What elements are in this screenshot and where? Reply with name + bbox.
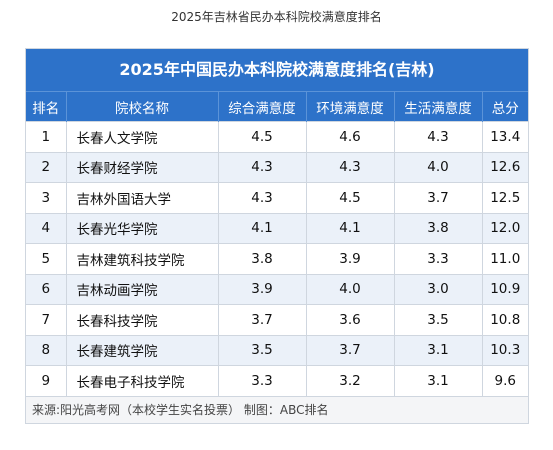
life-cell: 4.0 [393, 151, 482, 183]
total-cell: 11.0 [481, 243, 528, 274]
rank-cell: 2 [26, 151, 66, 183]
header-school-name: 院校名称 [65, 91, 218, 122]
header-total-score: 总分 [481, 91, 528, 122]
table-row: 2 长春财经学院 4.3 4.3 4.0 12.6 [26, 151, 528, 183]
table-row: 5 吉林建筑科技学院 3.8 3.9 3.3 11.0 [26, 243, 528, 274]
overall-cell: 4.1 [217, 212, 306, 244]
environment-cell: 4.6 [305, 121, 394, 152]
rank-cell: 3 [26, 182, 66, 213]
rank-cell: 9 [26, 365, 66, 396]
table-row: 6 吉林动画学院 3.9 4.0 3.0 10.9 [26, 273, 528, 305]
rank-cell: 5 [26, 243, 66, 274]
rank-cell: 8 [26, 334, 66, 366]
environment-cell: 4.3 [305, 151, 394, 183]
rank-cell: 1 [26, 121, 66, 152]
ranking-table-card: 2025年中国民办本科院校满意度排名(吉林) 排名 院校名称 综合满意度 环境满… [25, 48, 529, 424]
total-cell: 9.6 [481, 365, 528, 396]
environment-cell: 3.2 [305, 365, 394, 396]
school-name-cell: 吉林动画学院 [65, 273, 218, 305]
life-cell: 3.0 [393, 273, 482, 305]
life-cell: 3.8 [393, 212, 482, 244]
environment-cell: 3.6 [305, 304, 394, 335]
total-cell: 12.6 [481, 151, 528, 183]
overall-cell: 3.9 [217, 273, 306, 305]
header-row: 排名 院校名称 综合满意度 环境满意度 生活满意度 总分 [26, 91, 528, 122]
ranking-table: 排名 院校名称 综合满意度 环境满意度 生活满意度 总分 1 长春人文学院 4.… [26, 91, 528, 396]
source-note: 来源:阳光高考网（本校学生实名投票） 制图：ABC排名 [26, 395, 528, 423]
total-cell: 13.4 [481, 121, 528, 152]
header-rank: 排名 [26, 91, 66, 122]
overall-cell: 3.7 [217, 304, 306, 335]
overall-cell: 4.3 [217, 151, 306, 183]
header-overall-satisfaction: 综合满意度 [217, 91, 306, 122]
overall-cell: 3.3 [217, 365, 306, 396]
header-environment-satisfaction: 环境满意度 [305, 91, 394, 122]
table-row: 7 长春科技学院 3.7 3.6 3.5 10.8 [26, 304, 528, 335]
life-cell: 3.1 [393, 365, 482, 396]
table-row: 9 长春电子科技学院 3.3 3.2 3.1 9.6 [26, 365, 528, 396]
environment-cell: 3.9 [305, 243, 394, 274]
life-cell: 3.7 [393, 182, 482, 213]
school-name-cell: 长春科技学院 [65, 304, 218, 335]
rank-cell: 6 [26, 273, 66, 305]
overall-cell: 4.3 [217, 182, 306, 213]
environment-cell: 4.0 [305, 273, 394, 305]
overall-cell: 3.5 [217, 334, 306, 366]
table-row: 8 长春建筑学院 3.5 3.7 3.1 10.3 [26, 334, 528, 366]
environment-cell: 3.7 [305, 334, 394, 366]
overall-cell: 4.5 [217, 121, 306, 152]
school-name-cell: 长春财经学院 [65, 151, 218, 183]
life-cell: 3.3 [393, 243, 482, 274]
school-name-cell: 长春建筑学院 [65, 334, 218, 366]
rank-cell: 7 [26, 304, 66, 335]
school-name-cell: 长春光华学院 [65, 212, 218, 244]
total-cell: 12.5 [481, 182, 528, 213]
environment-cell: 4.5 [305, 182, 394, 213]
environment-cell: 4.1 [305, 212, 394, 244]
school-name-cell: 吉林外国语大学 [65, 182, 218, 213]
total-cell: 12.0 [481, 212, 528, 244]
school-name-cell: 长春电子科技学院 [65, 365, 218, 396]
life-cell: 3.5 [393, 304, 482, 335]
total-cell: 10.9 [481, 273, 528, 305]
total-cell: 10.3 [481, 334, 528, 366]
rank-cell: 4 [26, 212, 66, 244]
total-cell: 10.8 [481, 304, 528, 335]
school-name-cell: 吉林建筑科技学院 [65, 243, 218, 274]
overall-cell: 3.8 [217, 243, 306, 274]
table-row: 4 长春光华学院 4.1 4.1 3.8 12.0 [26, 212, 528, 244]
table-title: 2025年中国民办本科院校满意度排名(吉林) [26, 49, 528, 91]
life-cell: 4.3 [393, 121, 482, 152]
header-life-satisfaction: 生活满意度 [393, 91, 482, 122]
page-caption: 2025年吉林省民办本科院校满意度排名 [171, 10, 382, 24]
table-row: 3 吉林外国语大学 4.3 4.5 3.7 12.5 [26, 182, 528, 213]
table-row: 1 长春人文学院 4.5 4.6 4.3 13.4 [26, 121, 528, 152]
life-cell: 3.1 [393, 334, 482, 366]
school-name-cell: 长春人文学院 [65, 121, 218, 152]
